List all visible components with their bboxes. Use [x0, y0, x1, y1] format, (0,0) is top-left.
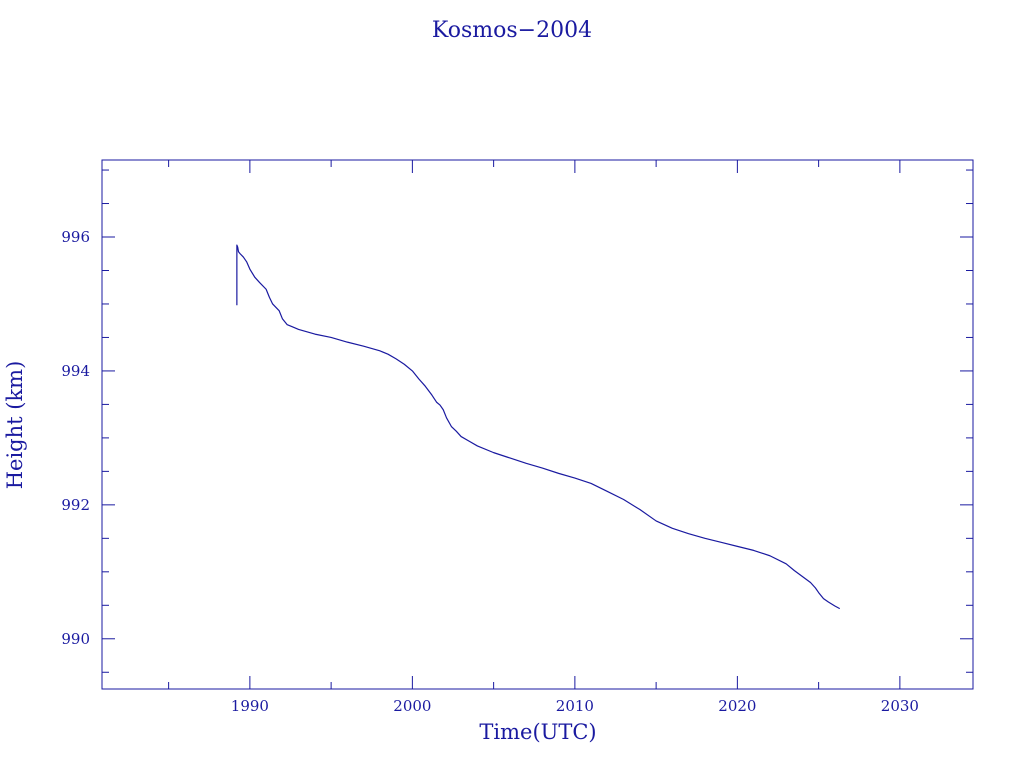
series-line-height: [236, 244, 841, 610]
plot-frame: [101, 159, 974, 690]
chart-title: Kosmos−2004: [432, 18, 592, 43]
x-tick-label: 2020: [718, 697, 756, 715]
y-tick-label: 996: [61, 228, 90, 246]
x-tick-label: 1990: [231, 697, 269, 715]
x-tick-label: 2010: [556, 697, 594, 715]
x-tick-labels: 1990 2000 2010 2020 2030: [231, 697, 919, 715]
y-tick-label: 992: [61, 496, 90, 514]
y-tick-labels: 990 992 994 996: [61, 228, 90, 648]
y-tick-label: 994: [61, 362, 90, 380]
x-axis-label: Time(UTC): [479, 720, 596, 744]
axis-ticks: [102, 160, 973, 689]
x-tick-label: 2030: [881, 697, 919, 715]
x-tick-label: 2000: [393, 697, 431, 715]
y-tick-label: 990: [61, 630, 90, 648]
y-axis-label: Height (km): [3, 361, 27, 490]
